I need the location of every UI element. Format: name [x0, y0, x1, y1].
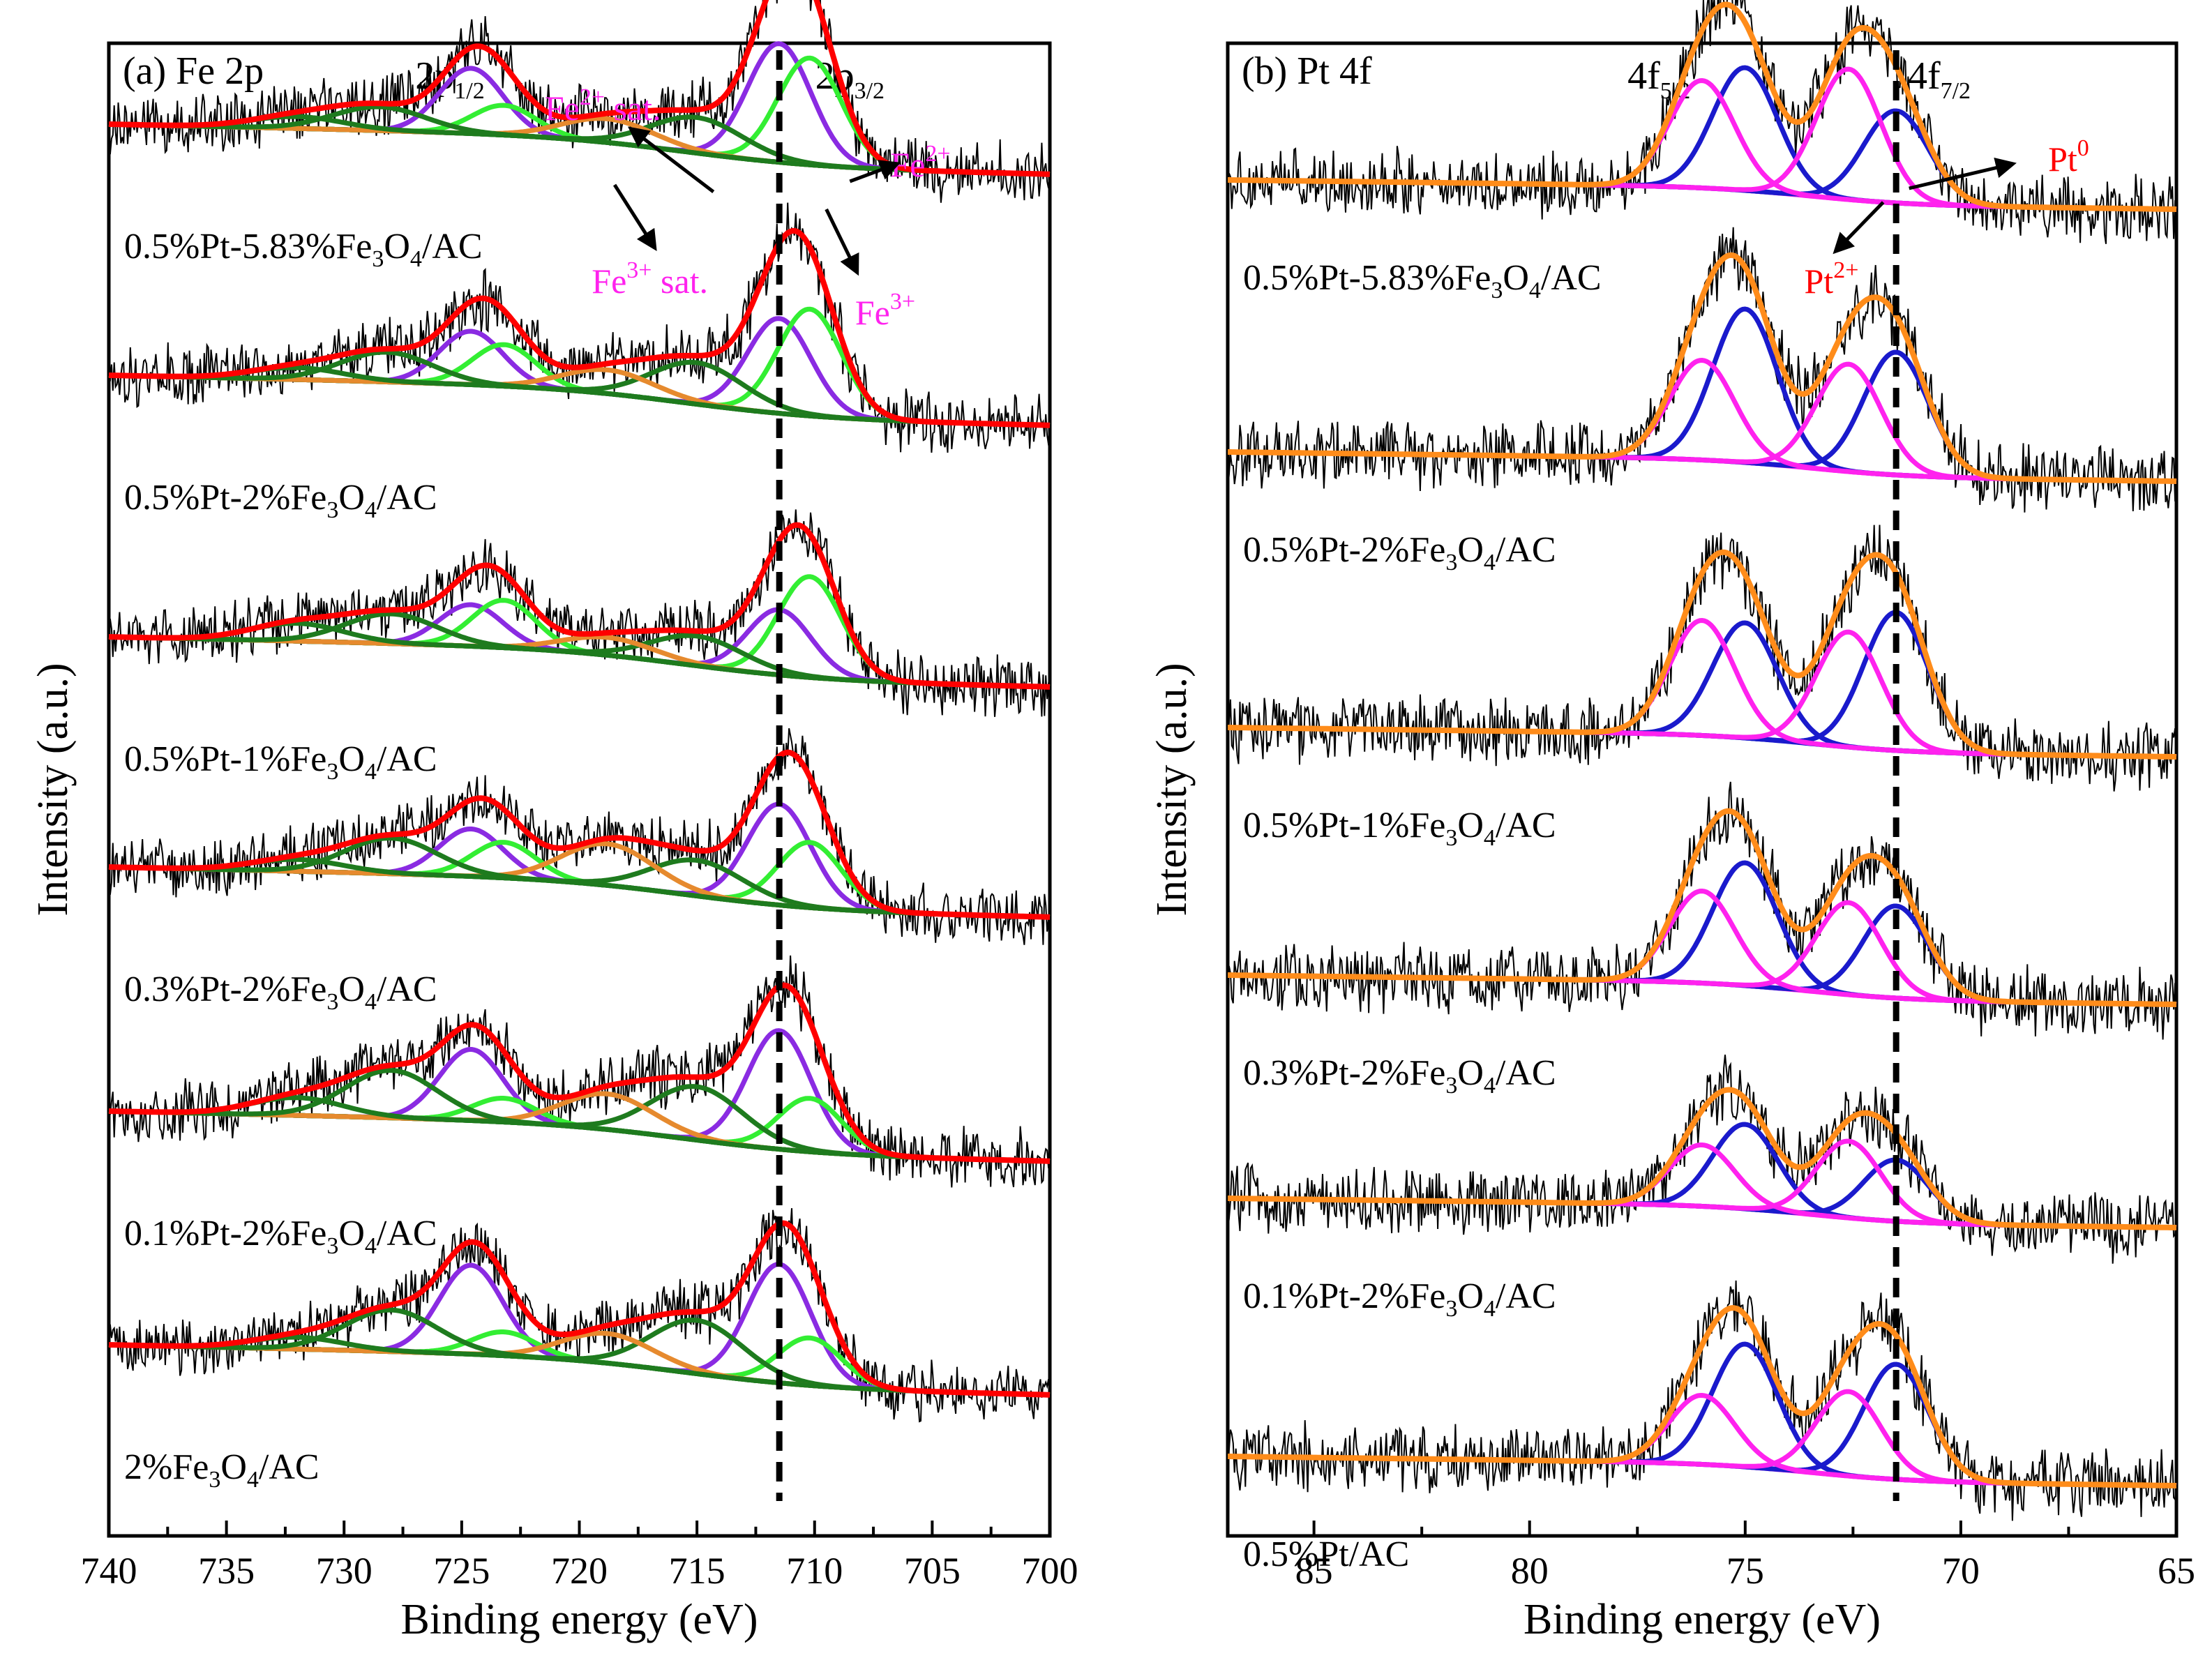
sample-label: 0.1%Pt-2%Fe3O4/AC [124, 1214, 437, 1259]
component-peak-Pt0 [1228, 108, 2177, 212]
sample-label: 0.3%Pt-2%Fe3O4/AC [1243, 1053, 1556, 1099]
y-axis-label: Intensity (a.u.) [1148, 663, 1196, 916]
x-tick-label: 85 [1295, 1550, 1333, 1592]
panel-a: 740 735 730 725 720 715 710 705 700 Binding energ… [29, 0, 1078, 1643]
x-tick-label: 705 [904, 1550, 961, 1592]
x-tick-label: 80 [1511, 1550, 1549, 1592]
raw-data-line [1227, 1055, 2177, 1264]
fit-envelope-line [108, 982, 1051, 1164]
raw-data-line [1227, 227, 2177, 513]
annotation-label: Fe3+ sat. [592, 257, 708, 301]
plot-frame [107, 41, 1052, 1538]
panel-b: 85 80 75 70 65 Binding energy (eV) Intensity (… [1148, 0, 2195, 1643]
x-tick-label: 65 [2158, 1550, 2195, 1592]
annotation-arrow [849, 160, 901, 183]
component-peak-Pt0 [1228, 1362, 2177, 1488]
panel-title: (a) Fe 2p [123, 50, 264, 93]
raw-data-line [108, 1208, 1051, 1423]
component-peak-Fe3plus [108, 1096, 1051, 1164]
y-axis-label: Intensity (a.u.) [29, 663, 77, 916]
annotation-arrow [1909, 157, 2017, 190]
raw-data-line [1227, 1280, 2177, 1521]
sample-spectrum: 0.3%Pt-2%Fe3O4/AC [1227, 781, 2177, 1099]
x-tick-label: 715 [669, 1550, 725, 1592]
sample-spectrum: 0.5%Pt-5.83%Fe3O4/AC [1227, 0, 2177, 303]
x-axis-label: Binding energy (eV) [401, 1596, 758, 1643]
fit-envelope-line [1228, 549, 2177, 760]
sample-label: 0.1%Pt-2%Fe3O4/AC [1243, 1276, 1556, 1322]
sample-spectrum: 0.5%Pt-5.83%Fe3O4/AC [108, 0, 1051, 272]
sample-label: 0.5%Pt-5.83%Fe3O4/AC [1243, 258, 1602, 303]
x-tick-label: 735 [198, 1550, 255, 1592]
component-peak-Fe3plus [108, 1096, 1051, 1164]
sample-spectrum: 0.5%Pt/AC [1227, 1280, 2177, 1574]
peak-label: 4f5/2 [1627, 54, 1690, 104]
annotation-arrow [825, 208, 859, 276]
x-tick-label: 700 [1022, 1550, 1078, 1592]
sample-label: 0.3%Pt-2%Fe3O4/AC [124, 970, 437, 1015]
annotation-arrow [1833, 201, 1885, 255]
x-tick-label: 720 [551, 1550, 608, 1592]
sample-spectrum: 0.1%Pt-2%Fe3O4/AC [1227, 1055, 2177, 1322]
x-tick-label: 70 [1942, 1550, 1980, 1592]
annotation-arrow [612, 183, 657, 252]
fit-envelope-line [108, 1220, 1051, 1398]
component-peak-sat [108, 1095, 1051, 1164]
fit-envelope-line [1228, 1087, 2177, 1230]
annotation-label: Pt0 [2048, 135, 2089, 179]
component-peak-Pt2plus [1228, 1389, 2177, 1488]
annotation-label: Pt2+ [1805, 257, 1859, 301]
raw-data-line [108, 509, 1051, 717]
x-tick-label: 730 [316, 1550, 373, 1592]
fit-envelope-line [108, 227, 1051, 428]
sample-label: 0.5%Pt/AC [1243, 1534, 1409, 1574]
x-tick-label: 75 [1726, 1550, 1764, 1592]
sample-spectrum: 0.5%Pt-2%Fe3O4/AC [108, 202, 1051, 523]
sample-label: 0.5%Pt-2%Fe3O4/AC [1243, 530, 1556, 575]
fit-envelope-line [1228, 1305, 2177, 1488]
annotation-label: Fe2+ sat. [545, 84, 661, 128]
sample-label: 0.5%Pt-1%Fe3O4/AC [1243, 806, 1556, 851]
sample-label: 0.5%Pt-5.83%Fe3O4/AC [124, 227, 483, 272]
annotation-label: Fe3+ [855, 289, 915, 332]
annotation-label: Fe2+ [890, 141, 950, 184]
fit-envelope-line [1228, 252, 2177, 484]
sample-spectrum: 2%Fe3O4/AC [108, 1208, 1051, 1493]
x-tick-label: 710 [786, 1550, 843, 1592]
x-tick-label: 740 [81, 1550, 137, 1592]
x-axis-label: Binding energy (eV) [1523, 1596, 1881, 1643]
x-tick-label: 725 [433, 1550, 490, 1592]
sample-label: 0.5%Pt-2%Fe3O4/AC [124, 478, 437, 523]
sample-spectrum: 0.5%Pt-1%Fe3O4/AC [1227, 525, 2177, 851]
fit-envelope-line [1228, 1, 2177, 212]
sample-spectrum: 0.1%Pt-2%Fe3O4/AC [108, 955, 1051, 1259]
raw-data-line [108, 202, 1051, 453]
sample-label: 2%Fe3O4/AC [124, 1447, 319, 1493]
fit-envelope-line [108, 522, 1051, 690]
sample-spectrum: 0.5%Pt-2%Fe3O4/AC [1227, 227, 2177, 575]
peak-label: 4f7/2 [1908, 54, 1971, 104]
fit-envelope-line [1228, 808, 2177, 1007]
fit-envelope-line [108, 749, 1051, 920]
sample-spectrum: 0.5%Pt-1%Fe3O4/AC [108, 509, 1051, 785]
panel-title: (b) Pt 4f [1242, 50, 1372, 93]
sample-spectrum: 0.3%Pt-2%Fe3O4/AC [108, 728, 1051, 1015]
sample-label: 0.5%Pt-1%Fe3O4/AC [124, 739, 437, 785]
raw-data-line [1227, 0, 2177, 244]
annotation-arrow [627, 126, 715, 193]
peak-label: 2p3/2 [815, 54, 885, 104]
component-peak-sat [108, 1068, 1051, 1164]
